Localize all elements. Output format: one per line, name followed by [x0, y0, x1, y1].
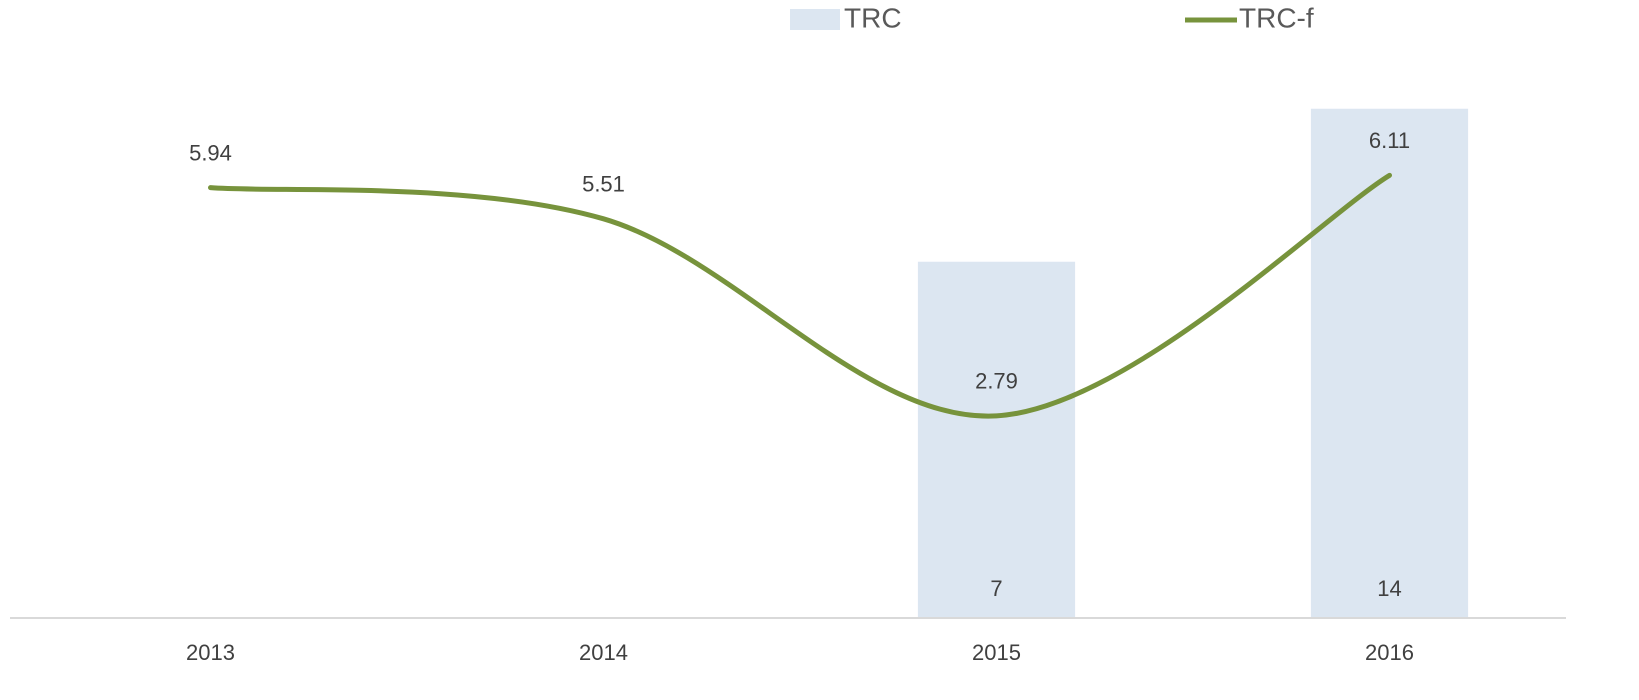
x-tick-label: 2014 [579, 640, 628, 665]
data-label: 14 [1377, 576, 1401, 601]
x-tick-label: 2013 [186, 640, 235, 665]
data-label: 5.51 [582, 172, 625, 197]
legend-swatch [790, 9, 840, 30]
data-label: 7 [990, 576, 1002, 601]
x-tick-label: 2015 [972, 640, 1021, 665]
line [208, 172, 1392, 419]
legend-label: TRC-f [1239, 2, 1314, 33]
legend: TRC TRC-f [790, 2, 1314, 33]
data-label: 2.79 [975, 369, 1018, 394]
data-label: 5.94 [189, 140, 232, 165]
bar [917, 261, 1076, 618]
legend-label: TRC [844, 2, 902, 33]
data-label: 6.11 [1369, 128, 1410, 153]
bar [1310, 108, 1469, 618]
x-tick-label: 2016 [1365, 640, 1414, 665]
